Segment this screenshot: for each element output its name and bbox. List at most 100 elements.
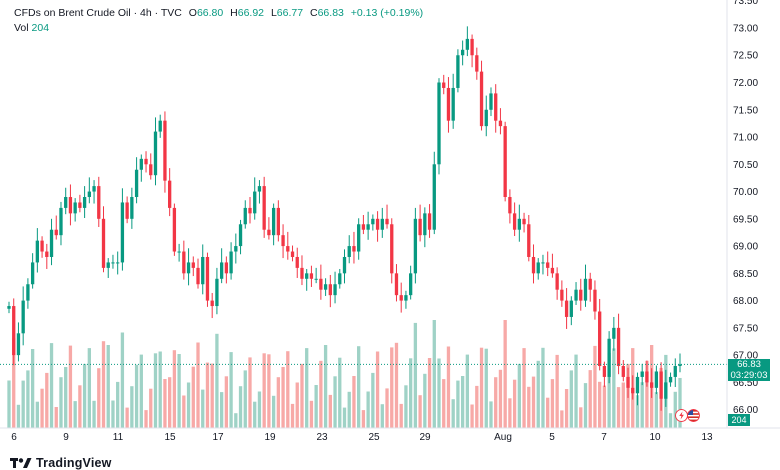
- candle-body: [7, 306, 11, 309]
- price-tick-label: 70.50: [733, 160, 758, 171]
- volume-bar: [498, 369, 503, 428]
- candle-body: [328, 284, 332, 296]
- volume-bar: [328, 394, 332, 428]
- candle-body: [87, 191, 91, 198]
- high-label: H: [230, 7, 238, 19]
- time-tick-label: 15: [164, 432, 176, 443]
- candle-body: [300, 267, 304, 279]
- volume-bar: [569, 370, 573, 428]
- volume-bar: [598, 381, 602, 428]
- volume-bar: [78, 385, 82, 428]
- symbol-title[interactable]: CFDs on Brent Crude Oil · 4h · TVC: [14, 7, 182, 19]
- volume-bar: [503, 320, 507, 428]
- volume-bar: [409, 358, 413, 428]
- candle-body: [139, 158, 143, 170]
- candle-body: [116, 262, 120, 264]
- candle-body: [40, 240, 44, 252]
- volume-bar: [588, 370, 592, 428]
- candle-body: [191, 262, 195, 268]
- high-value: 66.92: [237, 7, 265, 19]
- price-tick-label: 70.00: [733, 187, 758, 198]
- volume-bar: [546, 397, 550, 428]
- candle-body: [182, 251, 186, 274]
- candle-body: [479, 71, 484, 127]
- volume-bars: [7, 320, 682, 428]
- price-tick-label: 68.00: [733, 296, 758, 307]
- candle-body: [238, 224, 243, 247]
- candle-body: [347, 246, 351, 257]
- volume-bar: [116, 381, 120, 428]
- candle-body: [465, 38, 470, 50]
- volume-bar: [668, 413, 673, 428]
- candle-body: [253, 191, 257, 214]
- volume-bar: [593, 345, 597, 428]
- vol-value: 204: [31, 22, 50, 34]
- candle-body: [427, 213, 432, 230]
- candle-body: [12, 306, 16, 356]
- candle-body: [456, 55, 460, 88]
- candle-body: [177, 251, 181, 253]
- candle-body: [21, 300, 25, 334]
- candle-body: [314, 278, 318, 280]
- volume-bar: [385, 388, 389, 428]
- candle-body: [512, 213, 517, 230]
- volume-bar: [290, 403, 295, 428]
- time-axis[interactable]: 6 9 11 15 17 19 23 25 29 Aug 5 7 10 13: [11, 432, 713, 443]
- volume-bar: [35, 401, 40, 428]
- volume-bar: [295, 382, 299, 428]
- candle-body: [357, 224, 361, 252]
- candle-body: [460, 49, 465, 56]
- volume-bar: [338, 357, 342, 428]
- candle-body: [673, 366, 677, 377]
- price-tick-label: 68.50: [733, 269, 758, 280]
- candle-body: [276, 207, 280, 236]
- volume-bar: [456, 380, 460, 428]
- candle-body: [654, 371, 659, 388]
- candle-body: [54, 229, 58, 236]
- candle-body: [598, 311, 602, 367]
- time-tick-label: 11: [113, 432, 124, 443]
- candle-body: [560, 289, 564, 301]
- volume-bar: [139, 354, 143, 428]
- volume-bar: [427, 358, 432, 428]
- volume-bar: [101, 341, 106, 428]
- volume-bar: [286, 351, 290, 428]
- time-tick-label: 5: [549, 432, 555, 443]
- candle-body: [602, 366, 607, 377]
- candle-body: [536, 262, 540, 274]
- volume-bar: [579, 407, 583, 428]
- volume-bar: [347, 391, 351, 428]
- flag-us-icon[interactable]: [687, 409, 700, 422]
- volume-bar: [470, 404, 474, 428]
- candle-body: [30, 262, 35, 285]
- candle-body: [352, 246, 356, 252]
- price-axis[interactable]: 66.00 66.50 67.00 67.50 68.00 68.50 69.00 69.50…: [733, 0, 758, 416]
- change-value: +0.13 (+0.19%): [350, 7, 424, 19]
- candle-body: [503, 126, 507, 198]
- candle-body: [26, 284, 30, 301]
- candle-body: [640, 371, 644, 377]
- volume-bar: [82, 363, 87, 428]
- time-tick-label: 29: [419, 432, 431, 443]
- candle-body: [234, 246, 238, 252]
- candle-body: [205, 256, 210, 301]
- time-tick-label: 19: [264, 432, 276, 443]
- tradingview-logo-icon: [10, 458, 32, 468]
- volume-bar: [215, 333, 219, 428]
- time-tick-label: 7: [601, 432, 607, 443]
- volume-bar: [319, 360, 323, 428]
- candle-body: [290, 251, 295, 257]
- time-tick-label: 17: [212, 432, 224, 443]
- candle-body: [361, 224, 366, 230]
- time-tick-label: Aug: [494, 432, 512, 443]
- tradingview-logo[interactable]: TradingView: [10, 456, 112, 470]
- volume-bar: [616, 387, 621, 428]
- volume-bar: [479, 347, 484, 428]
- candle-body: [451, 87, 455, 121]
- candle-body: [134, 169, 139, 198]
- vol-label: Vol: [14, 22, 29, 34]
- time-tick-label: 10: [649, 432, 661, 443]
- volume-bar: [475, 385, 479, 428]
- candle-body: [437, 82, 441, 165]
